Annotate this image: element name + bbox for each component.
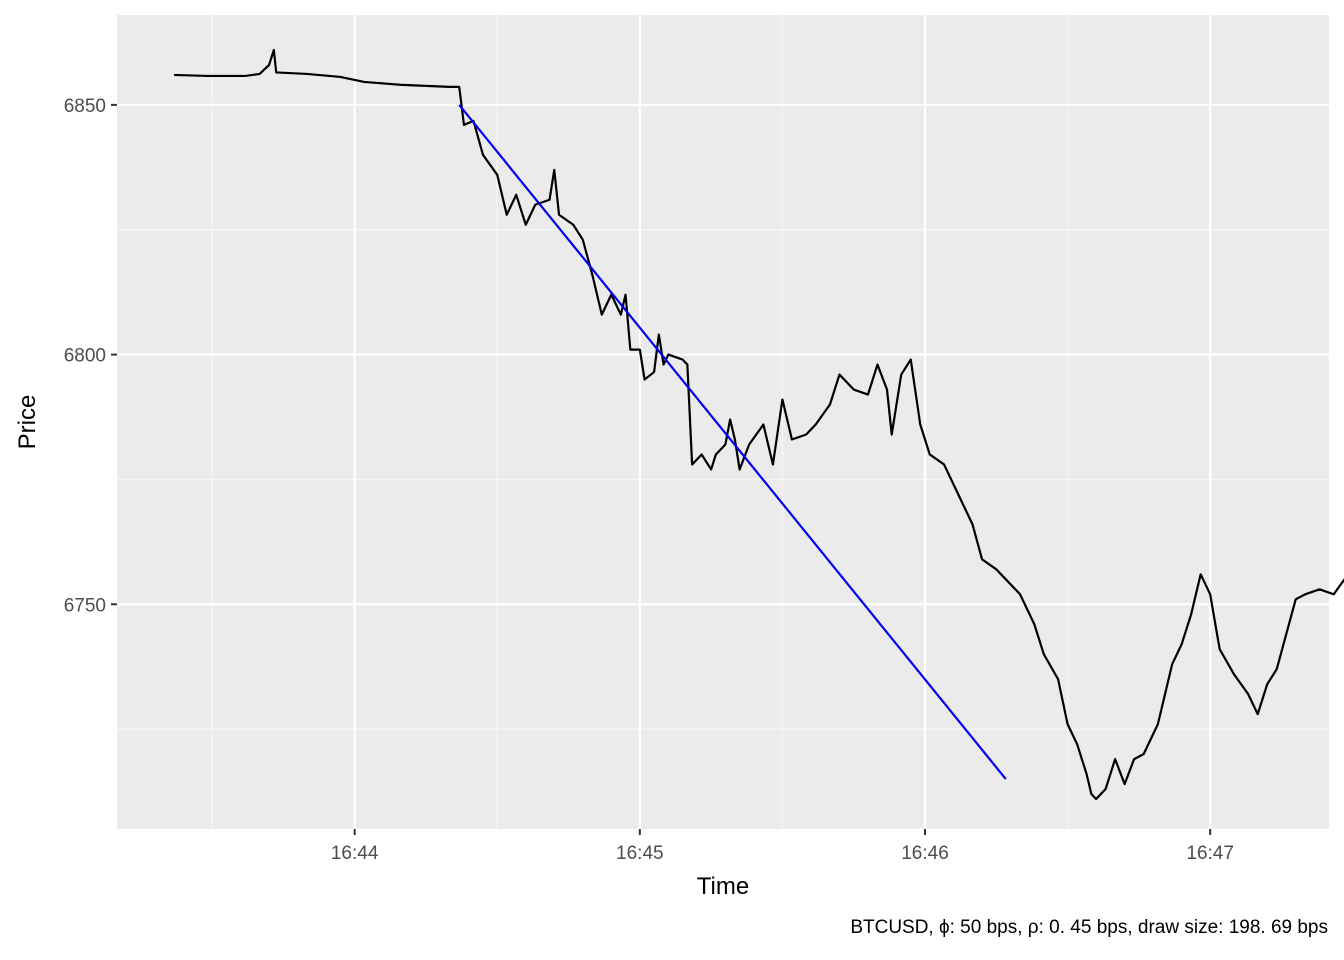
x-tick-label: 16:44 [331, 843, 379, 864]
x-axis-title: Time [697, 873, 749, 900]
y-tick-label: 6850 [64, 96, 106, 117]
chart-caption: BTCUSD, ϕ: 50 bps, ρ: 0. 45 bps, draw si… [850, 917, 1328, 938]
series-layer [174, 48, 1344, 801]
x-tick-label: 16:47 [1186, 843, 1234, 864]
plot-panel [117, 15, 1329, 829]
y-tick-label: 6750 [64, 595, 106, 616]
price-line [174, 48, 1344, 801]
y-tick-label: 6800 [64, 346, 106, 367]
grid-major [117, 15, 1329, 829]
y-axis-title: Price [14, 395, 41, 450]
x-tick-label: 16:45 [616, 843, 664, 864]
x-axis: 16:44 16:45 16:46 16:47 [331, 829, 1234, 864]
drawdown-line [458, 104, 1007, 780]
y-axis: 6750 6800 6850 [64, 96, 117, 616]
x-tick-label: 16:46 [901, 843, 949, 864]
